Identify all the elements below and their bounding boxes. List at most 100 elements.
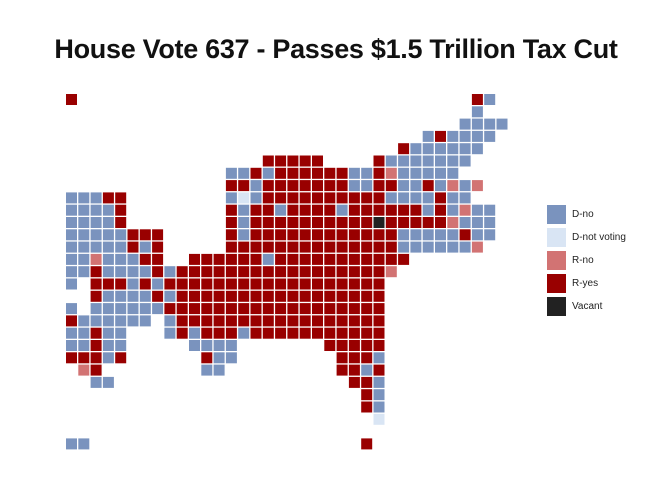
seat-tile-d-no (201, 340, 213, 351)
seat-tile-r-yes (373, 315, 385, 327)
seat-tile-r-yes (250, 167, 262, 179)
seat-tile-d-no (102, 290, 114, 302)
seat-tile-r-yes (127, 241, 139, 253)
seat-tile-d-no (213, 340, 225, 351)
seat-tile-d-no (66, 438, 77, 450)
seat-tile-d-no (398, 192, 410, 204)
seat-tile-d-no (422, 241, 434, 253)
seat-tile-r-yes (164, 278, 176, 290)
seat-tile-r-yes (324, 192, 336, 204)
seat-tile-d-no (238, 167, 250, 179)
seat-tile-r-yes (213, 327, 225, 339)
seat-tile-d-no (102, 241, 114, 253)
seat-tile-d-no (115, 340, 127, 351)
seat-tile-r-yes (385, 204, 397, 216)
seat-tile-r-yes (250, 266, 262, 278)
seat-tile-d-no (102, 315, 114, 327)
seat-tile-d-no (152, 278, 164, 290)
seat-tile-r-yes (238, 315, 250, 327)
seat-tile-r-yes (324, 266, 336, 278)
seat-tile-r-yes (324, 167, 336, 179)
legend-item-d-not-voting: D-not voting (547, 226, 626, 249)
seat-tile-r-yes (90, 327, 102, 339)
seat-tile-d-no (90, 229, 102, 241)
seat-tile-r-yes (324, 327, 336, 339)
seat-tile-d-no (102, 352, 114, 364)
seat-tile-r-yes (115, 204, 127, 216)
seat-tile-d-no (484, 118, 496, 130)
seat-tile-d-no (115, 290, 127, 302)
seat-tile-r-yes (398, 204, 410, 216)
seat-tile-d-no (225, 352, 237, 364)
seat-tile-r-yes (262, 192, 274, 204)
seat-tile-r-yes (324, 217, 336, 228)
seat-tile-r-yes (201, 315, 213, 327)
seat-tile-r-yes (373, 303, 385, 315)
seat-tile-r-yes (336, 229, 348, 241)
legend-item-d-no: D-no (547, 203, 626, 226)
seat-tile-r-yes (275, 253, 287, 265)
seat-tile-r-yes (324, 303, 336, 315)
seat-tile-r-yes (336, 253, 348, 265)
seat-tile-r-yes (201, 352, 213, 364)
seat-tile-d-no (102, 217, 114, 228)
seat-tile-d-no (152, 303, 164, 315)
seat-tile-d-no (78, 266, 90, 278)
seat-tile-r-yes (213, 315, 225, 327)
seat-tile-r-yes (361, 204, 373, 216)
seat-tile-r-yes (312, 253, 323, 265)
seat-tile-r-yes (312, 278, 323, 290)
seat-tile-r-yes (250, 253, 262, 265)
seat-tile-r-yes (287, 253, 299, 265)
seat-tile-d-no (164, 266, 176, 278)
seat-tile-r-yes (262, 315, 274, 327)
seat-tile-r-yes (435, 192, 446, 204)
seat-tile-r-yes (152, 229, 164, 241)
seat-tile-r-yes (275, 290, 287, 302)
seat-tile-r-yes (287, 204, 299, 216)
seat-tile-r-yes (312, 315, 323, 327)
seat-tile-r-yes (176, 266, 188, 278)
seat-tile-r-yes (348, 352, 360, 364)
seat-tile-r-yes (385, 241, 397, 253)
seat-tile-r-yes (373, 192, 385, 204)
seat-tile-r-yes (336, 290, 348, 302)
seat-tile-d-no (238, 327, 250, 339)
seat-tile-d-no (435, 143, 446, 155)
seat-tile-r-yes (90, 340, 102, 351)
seat-tile-d-no (435, 180, 446, 192)
seat-tile-d-no (115, 327, 127, 339)
seat-tile-d-no (164, 290, 176, 302)
seat-tile-d-no (398, 155, 410, 167)
seat-tile-d-no (189, 340, 200, 351)
seat-tile-r-yes (336, 266, 348, 278)
seat-tile-r-yes (275, 241, 287, 253)
seat-tile-r-yes (336, 192, 348, 204)
seat-tile-r-yes (385, 229, 397, 241)
seat-tile-d-no (213, 352, 225, 364)
seat-tile-d-no (250, 180, 262, 192)
seat-tile-r-yes (201, 290, 213, 302)
seat-tile-r-yes (213, 266, 225, 278)
seat-tile-r-yes (422, 180, 434, 192)
seat-tile-d-no (459, 143, 471, 155)
seat-tile-r-yes (176, 290, 188, 302)
seat-tile-r-yes (189, 253, 200, 265)
seat-tile-d-no (398, 180, 410, 192)
seat-tile-d-no (78, 327, 90, 339)
seat-tile-d-no (471, 130, 483, 142)
seat-tile-r-yes (275, 180, 287, 192)
seat-tile-r-yes (299, 180, 311, 192)
seat-tile-r-yes (225, 315, 237, 327)
seat-tile-d-no (164, 315, 176, 327)
seat-tile-r-yes (139, 229, 151, 241)
seat-tile-r-yes (299, 192, 311, 204)
seat-tile-r-yes (324, 290, 336, 302)
seat-tile-d-no (90, 192, 102, 204)
seat-tile-r-yes (361, 217, 373, 228)
seat-tile-d-no (78, 229, 90, 241)
seat-tile-d-no (66, 327, 77, 339)
seat-tile-d-no (139, 303, 151, 315)
seat-tile-r-yes (152, 241, 164, 253)
